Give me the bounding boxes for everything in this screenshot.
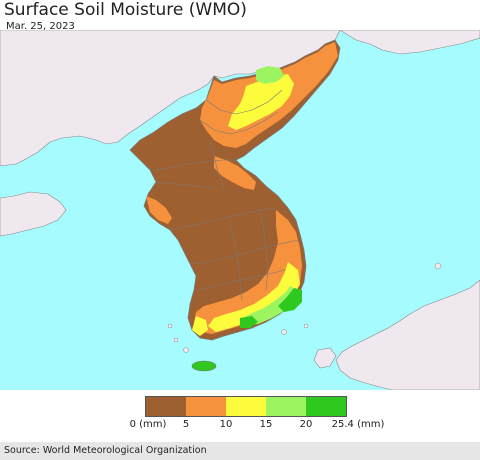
source-footer: Source: World Meteorological Organizatio… xyxy=(0,442,480,460)
legend-swatch-15-20 xyxy=(266,397,306,416)
zone-green-south xyxy=(278,288,302,312)
land-shandong xyxy=(0,191,67,237)
jeju-island xyxy=(191,360,217,372)
zone-lightgreen-north xyxy=(256,66,284,84)
legend-label-20: 20 xyxy=(299,419,313,430)
map-date: Mar. 25, 2023 xyxy=(6,21,75,32)
zone-orange-center xyxy=(214,156,256,190)
legend-bar xyxy=(145,396,347,417)
zone-yellow-north xyxy=(228,74,294,130)
zone-lightgreen-south xyxy=(240,286,300,326)
land-russia xyxy=(339,30,480,55)
soil-moisture-map xyxy=(0,30,480,390)
map-title: Surface Soil Moisture (WMO) xyxy=(4,0,247,20)
legend-labels: 0 (mm) 5 10 15 20 25.4 (mm) xyxy=(0,419,480,433)
legend-label-5: 5 xyxy=(182,419,190,430)
land-japan xyxy=(335,279,480,390)
source-text: Source: World Meteorological Organizatio… xyxy=(4,445,207,456)
islands xyxy=(167,262,442,353)
land-japan-island xyxy=(313,347,337,369)
zone-yellow-south xyxy=(208,262,300,332)
zone-orange-west xyxy=(146,196,172,224)
zone-yellow-sw xyxy=(192,316,208,336)
legend-swatch-5-10 xyxy=(186,397,226,416)
zone-green-south-2 xyxy=(240,316,258,328)
province-borders xyxy=(149,89,299,301)
legend-swatch-0-5 xyxy=(146,397,186,416)
legend-label-0: 0 (mm) xyxy=(129,419,167,430)
legend-label-10: 10 xyxy=(219,419,233,430)
legend-label-15: 15 xyxy=(259,419,273,430)
legend-swatch-10-15 xyxy=(226,397,266,416)
legend-label-25: 25.4 (mm) xyxy=(331,419,385,430)
legend-swatch-20-25 xyxy=(306,397,346,416)
